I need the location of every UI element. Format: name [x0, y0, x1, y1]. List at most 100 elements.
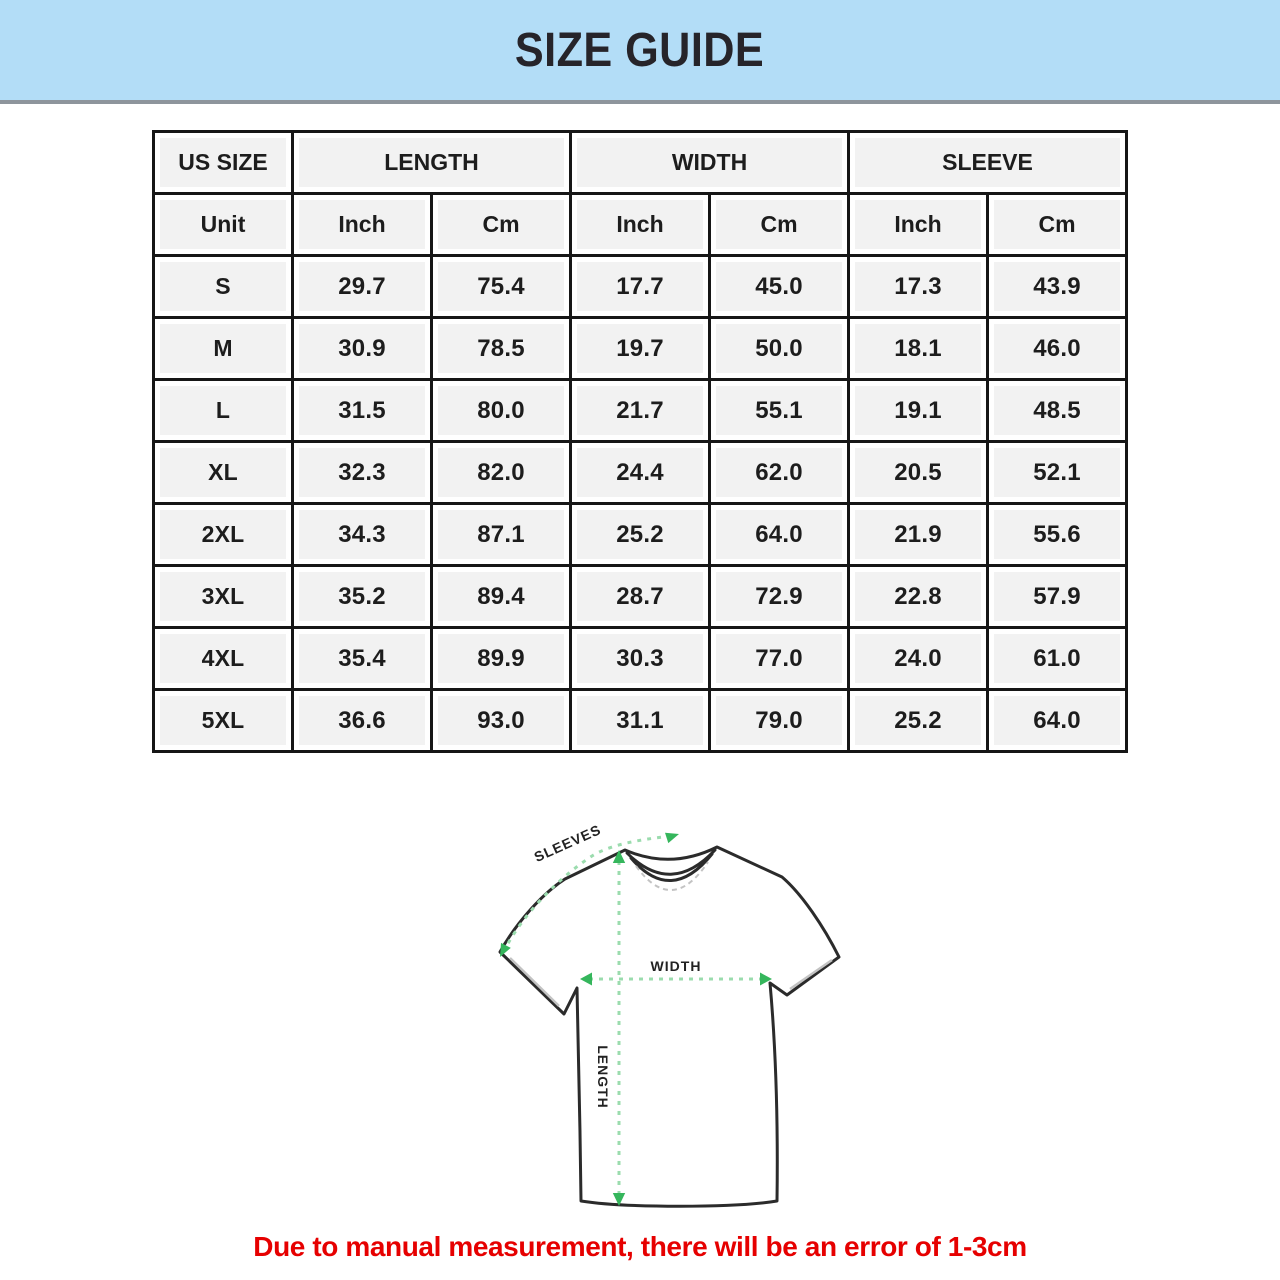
measurement-cell: 64.0 — [708, 502, 850, 567]
size-table-head: US SIZE LENGTH WIDTH SLEEVE Unit Inch Cm Inch Cm… — [152, 130, 1128, 257]
sleeves-arrow-line — [504, 834, 672, 948]
measurement-cell: 35.4 — [291, 626, 433, 691]
measurement-cell: 52.1 — [986, 440, 1128, 505]
measurement-cell: 30.3 — [569, 626, 711, 691]
measurement-cell: 82.0 — [430, 440, 572, 505]
length-label: LENGTH — [595, 1045, 611, 1109]
unit-header: Inch — [569, 192, 711, 257]
size-label-cell: 3XL — [152, 564, 294, 629]
size-table: US SIZE LENGTH WIDTH SLEEVE Unit Inch Cm Inch Cm… — [152, 130, 1128, 753]
unit-header: Cm — [430, 192, 572, 257]
size-table-body: S 29.7 75.4 17.7 45.0 17.3 43.9 M 30.9 78.5 19.7 50… — [152, 254, 1128, 753]
measurement-cell: 72.9 — [708, 564, 850, 629]
measurement-cell: 18.1 — [847, 316, 989, 381]
measurement-cell: 61.0 — [986, 626, 1128, 691]
measurement-cell: 19.1 — [847, 378, 989, 443]
column-group-header: SLEEVE — [847, 130, 1128, 195]
tshirt-measurement-diagram: LENGTH WIDTH SLEEVES — [498, 821, 841, 1208]
measurement-cell: 78.5 — [430, 316, 572, 381]
measurement-cell: 34.3 — [291, 502, 433, 567]
size-label-cell: S — [152, 254, 294, 319]
measurement-cell: 57.9 — [986, 564, 1128, 629]
measurement-cell: 19.7 — [569, 316, 711, 381]
length-arrowhead-top — [612, 850, 626, 863]
measurement-cell: 20.5 — [847, 440, 989, 505]
measurement-cell: 45.0 — [708, 254, 850, 319]
measurement-cell: 75.4 — [430, 254, 572, 319]
measurement-cell: 55.6 — [986, 502, 1128, 567]
size-label-cell: 4XL — [152, 626, 294, 691]
column-group-header: WIDTH — [569, 130, 850, 195]
sleeve-hem-right — [789, 958, 833, 991]
measurement-cell: 24.0 — [847, 626, 989, 691]
measurement-cell: 21.7 — [569, 378, 711, 443]
measurement-cell: 89.9 — [430, 626, 572, 691]
measurement-cell: 25.2 — [569, 502, 711, 567]
measurement-cell: 80.0 — [430, 378, 572, 443]
size-label-cell: XL — [152, 440, 294, 505]
length-arrowhead-bottom — [612, 1193, 626, 1206]
measurement-cell: 87.1 — [430, 502, 572, 567]
sleeves-label: SLEEVES — [532, 821, 604, 865]
size-label-cell: L — [152, 378, 294, 443]
table-row: 4XL 35.4 89.9 30.3 77.0 24.0 61.0 — [152, 626, 1128, 691]
size-guide-banner: SIZE GUIDE — [0, 0, 1280, 100]
measurement-cell: 22.8 — [847, 564, 989, 629]
table-row: 2XL 34.3 87.1 25.2 64.0 21.9 55.6 — [152, 502, 1128, 567]
size-label-cell: 5XL — [152, 688, 294, 753]
measurement-cell: 36.6 — [291, 688, 433, 753]
tshirt-outline — [498, 845, 841, 1208]
size-label-cell: M — [152, 316, 294, 381]
banner-divider — [0, 100, 1280, 104]
table-group-header-row: US SIZE LENGTH WIDTH SLEEVE — [152, 130, 1128, 195]
measurement-cell: 55.1 — [708, 378, 850, 443]
table-row: L 31.5 80.0 21.7 55.1 19.1 48.5 — [152, 378, 1128, 443]
measurement-cell: 48.5 — [986, 378, 1128, 443]
measurement-cell: 32.3 — [291, 440, 433, 505]
sleeve-hem-left — [509, 957, 560, 1007]
size-label-cell: 2XL — [152, 502, 294, 567]
sleeves-arrowhead-bottom — [500, 942, 511, 957]
measurement-cell: 17.3 — [847, 254, 989, 319]
measurement-cell: 46.0 — [986, 316, 1128, 381]
unit-header: Inch — [847, 192, 989, 257]
measurement-cell: 21.9 — [847, 502, 989, 567]
column-group-header: LENGTH — [291, 130, 572, 195]
measurement-cell: 24.4 — [569, 440, 711, 505]
measurement-cell: 25.2 — [847, 688, 989, 753]
unit-header: Inch — [291, 192, 433, 257]
measurement-cell: 29.7 — [291, 254, 433, 319]
table-row: 5XL 36.6 93.0 31.1 79.0 25.2 64.0 — [152, 688, 1128, 753]
measurement-cell: 62.0 — [708, 440, 850, 505]
measurement-cell: 77.0 — [708, 626, 850, 691]
table-row: M 30.9 78.5 19.7 50.0 18.1 46.0 — [152, 316, 1128, 381]
measurement-cell: 64.0 — [986, 688, 1128, 753]
table-row: 3XL 35.2 89.4 28.7 72.9 22.8 57.9 — [152, 564, 1128, 629]
width-label: WIDTH — [651, 958, 702, 974]
sleeves-arrowhead-top — [665, 832, 679, 844]
collar-band-outer — [625, 848, 717, 876]
collar-band-inner — [629, 852, 714, 882]
measurement-cell: 31.1 — [569, 688, 711, 753]
collar-back-seam — [635, 861, 709, 891]
column-group-header: US SIZE — [152, 130, 294, 195]
measurement-cell: 50.0 — [708, 316, 850, 381]
measurement-cell: 31.5 — [291, 378, 433, 443]
table-row: XL 32.3 82.0 24.4 62.0 20.5 52.1 — [152, 440, 1128, 505]
page-title: SIZE GUIDE — [515, 23, 765, 77]
unit-header: Cm — [708, 192, 850, 257]
unit-header: Cm — [986, 192, 1128, 257]
table-unit-row: Unit Inch Cm Inch Cm Inch Cm — [152, 192, 1128, 257]
measurement-cell: 43.9 — [986, 254, 1128, 319]
measurement-cell: 89.4 — [430, 564, 572, 629]
measurement-cell: 30.9 — [291, 316, 433, 381]
measurement-cell: 93.0 — [430, 688, 572, 753]
width-arrowhead-left — [580, 972, 592, 986]
table-row: S 29.7 75.4 17.7 45.0 17.3 43.9 — [152, 254, 1128, 319]
measurement-cell: 28.7 — [569, 564, 711, 629]
width-arrowhead-right — [760, 972, 772, 986]
unit-header: Unit — [152, 192, 294, 257]
measurement-note: Due to manual measurement, there will be… — [253, 1231, 1027, 1262]
measurement-cell: 17.7 — [569, 254, 711, 319]
measurement-cell: 79.0 — [708, 688, 850, 753]
